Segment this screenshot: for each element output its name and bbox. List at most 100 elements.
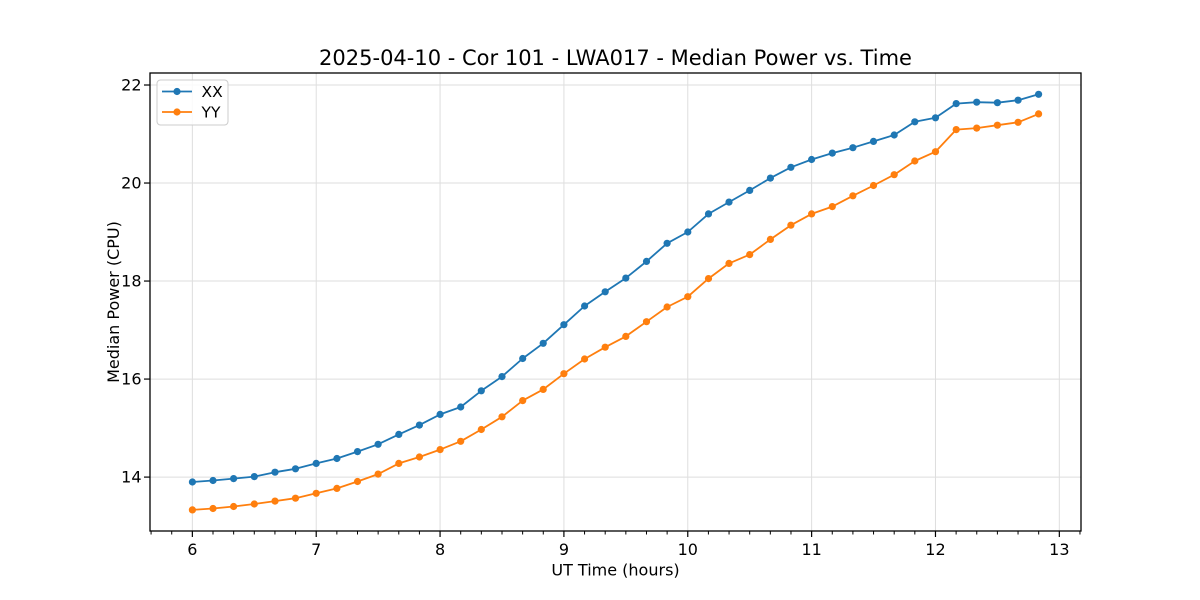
series-XX-marker xyxy=(539,339,547,347)
series-YY-line xyxy=(192,113,1039,511)
x-tick-label: 10 xyxy=(678,540,698,559)
series-XX-marker xyxy=(746,186,754,194)
series-XX-marker xyxy=(601,288,609,296)
series-YY-marker xyxy=(663,303,671,311)
plot-border xyxy=(149,72,1082,532)
series-XX-marker xyxy=(353,448,362,456)
series-XX-marker xyxy=(642,257,651,265)
series-YY-marker xyxy=(890,171,898,179)
series-YY-marker xyxy=(642,318,651,326)
series-YY-marker xyxy=(1014,118,1022,126)
y-tick-label: 16 xyxy=(121,370,141,389)
series-XX-marker xyxy=(188,478,196,486)
series-YY-marker xyxy=(952,126,960,134)
x-tick-label: 9 xyxy=(559,540,569,559)
series-YY-marker xyxy=(312,489,320,497)
series-YY-marker xyxy=(250,500,258,508)
series-XX-marker xyxy=(787,163,795,171)
series-YY-marker xyxy=(911,157,919,165)
series-YY-marker xyxy=(436,446,444,454)
series-XX-marker xyxy=(415,421,423,429)
series-YY-marker xyxy=(271,497,279,505)
series-XX-marker xyxy=(271,468,279,476)
series-YY-marker xyxy=(477,425,485,434)
series-YY-marker xyxy=(581,355,589,363)
data-series xyxy=(188,90,1043,514)
series-XX-marker xyxy=(931,114,940,122)
series-YY-marker xyxy=(704,275,713,283)
series-XX-marker xyxy=(973,98,981,106)
axis-ticks xyxy=(144,84,1081,537)
series-YY-marker xyxy=(498,413,506,421)
series-XX-marker xyxy=(312,459,320,467)
series-XX-marker xyxy=(622,274,630,282)
series-XX-marker xyxy=(684,228,692,236)
series-XX-marker xyxy=(890,131,898,139)
series-XX-marker xyxy=(911,118,919,126)
series-XX-marker xyxy=(849,144,857,152)
series-YY-marker xyxy=(725,259,733,267)
series-YY-marker xyxy=(808,210,816,218)
series-XX-marker xyxy=(581,302,589,310)
series-XX-marker xyxy=(725,198,733,206)
legend-marker-sample xyxy=(173,87,181,96)
series-YY-marker xyxy=(291,494,300,502)
series-YY-marker xyxy=(539,385,547,393)
series-XX-marker xyxy=(436,410,444,418)
series-YY-marker xyxy=(622,332,630,340)
series-YY-marker xyxy=(746,251,754,259)
series-YY-marker xyxy=(1035,110,1043,118)
series-XX-marker xyxy=(374,440,382,448)
series-XX-marker xyxy=(457,403,465,411)
series-XX-marker xyxy=(993,99,1002,107)
series-YY-marker xyxy=(849,192,857,200)
x-tick-label: 7 xyxy=(311,540,321,559)
series-XX-marker xyxy=(1035,90,1043,98)
series-YY-marker xyxy=(230,502,238,511)
series-YY-marker xyxy=(560,370,568,378)
series-XX-marker xyxy=(477,387,485,395)
x-tick-label: 8 xyxy=(435,540,445,559)
series-YY-marker xyxy=(931,148,940,156)
x-axis-label: UT Time (hours) xyxy=(551,561,679,580)
series-YY-marker xyxy=(973,124,981,132)
series-YY-marker xyxy=(869,181,878,190)
series-XX-marker xyxy=(395,430,403,438)
series-XX-marker xyxy=(663,239,671,247)
series-XX-marker xyxy=(519,354,527,363)
series-YY-marker xyxy=(395,459,403,467)
series-YY-marker xyxy=(209,504,217,513)
series-YY-marker xyxy=(353,477,362,486)
series-YY-marker xyxy=(374,470,382,478)
series-YY-marker xyxy=(601,343,609,351)
x-tick-label: 11 xyxy=(801,540,821,559)
chart-title: 2025-04-10 - Cor 101 - LWA017 - Median P… xyxy=(319,46,912,70)
legend: XX YY xyxy=(156,79,229,126)
series-XX-marker xyxy=(952,100,960,108)
series-YY-marker xyxy=(415,453,423,461)
series-XX-marker xyxy=(869,137,878,145)
y-tick-label: 14 xyxy=(121,468,141,487)
series-XX-line xyxy=(192,93,1039,483)
series-YY-marker xyxy=(766,235,775,243)
series-XX-marker xyxy=(209,476,217,485)
series-XX-marker xyxy=(230,475,238,483)
series-YY-marker xyxy=(684,293,692,301)
y-axis-label: Median Power (CPU) xyxy=(104,221,123,383)
gridlines xyxy=(150,73,1081,531)
series-XX-marker xyxy=(333,454,341,463)
series-YY-marker xyxy=(993,121,1002,129)
tick-labels: 6 7 8 9 10 11 12 13 14 16 18 20 22 xyxy=(121,76,1069,559)
legend-marker-sample xyxy=(173,108,181,116)
y-tick-label: 20 xyxy=(121,174,141,193)
series-XX-marker xyxy=(704,210,713,218)
y-tick-label: 18 xyxy=(121,272,141,291)
legend-label: XX xyxy=(202,83,224,101)
series-XX-marker xyxy=(560,321,568,329)
x-tick-label: 13 xyxy=(1049,540,1069,559)
x-tick-label: 6 xyxy=(187,540,197,559)
legend-label: YY xyxy=(201,104,221,122)
series-XX-marker xyxy=(291,465,300,473)
